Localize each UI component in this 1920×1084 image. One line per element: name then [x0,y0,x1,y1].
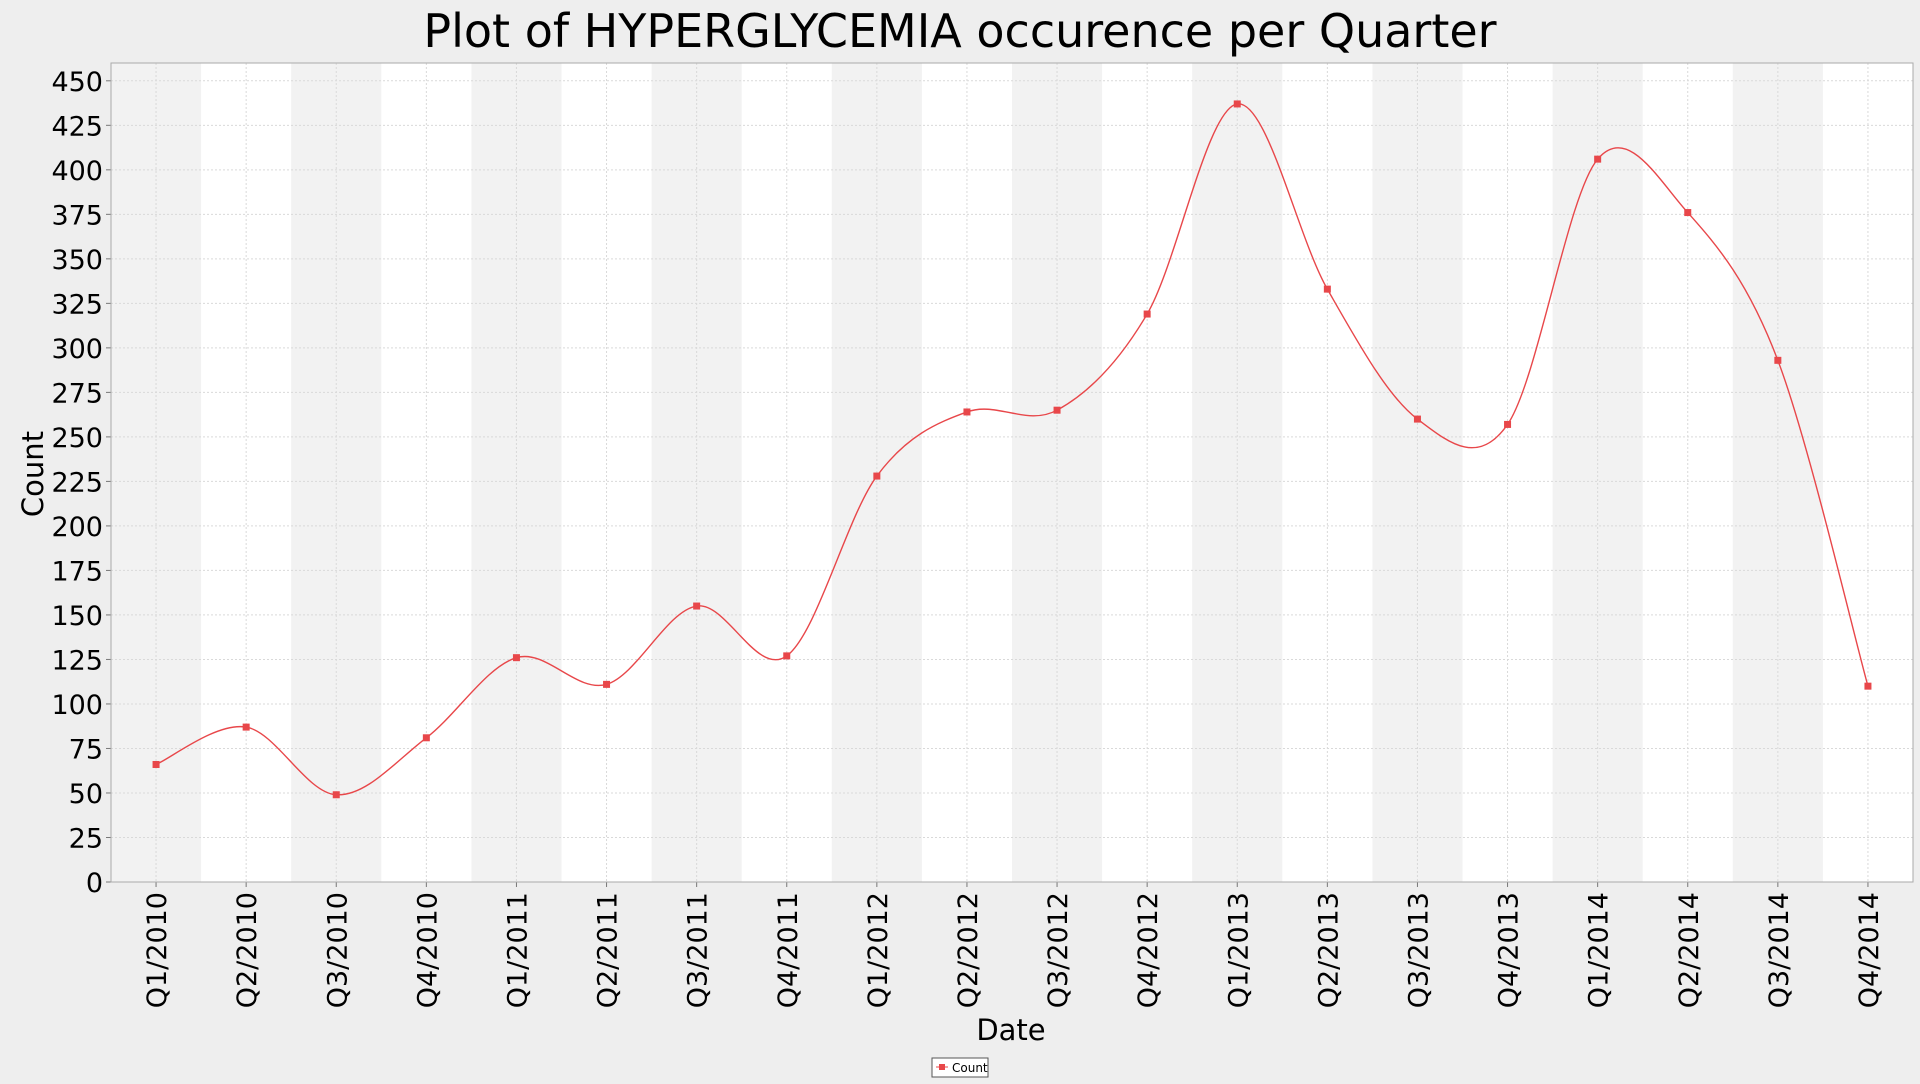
series-line [155,103,1869,796]
x-tick-label: Q3/2012 [1043,892,1074,1008]
y-axis-ticks: 0 25 50 75 100 125 150 175 200 225 250 275 300 325 350… [51,67,111,899]
y-tick-label: 100 [51,690,103,721]
x-tick-label: Q2/2013 [1313,892,1344,1008]
data-point [1323,285,1331,293]
x-tick-label: Q1/2010 [142,892,173,1008]
chart-title: Plot of HYPERGLYCEMIA occurence per Quar… [423,4,1496,58]
data-point [693,602,701,610]
y-tick-label: 25 [69,823,103,854]
legend: Count [931,1057,989,1078]
y-tick-label: 175 [51,556,103,587]
gridlines [111,63,1913,883]
y-tick-label: 0 [86,868,103,899]
y-tick-label: 225 [51,467,103,498]
data-point [1143,310,1151,318]
x-tick-label: Q3/2010 [322,892,353,1008]
y-tick-label: 425 [51,111,103,142]
plot-border [110,62,1914,883]
y-tick-label: 300 [51,334,103,365]
x-tick-label: Q4/2014 [1854,892,1885,1008]
x-tick-label: Q3/2011 [683,892,714,1008]
data-point [152,760,160,768]
y-tick-label: 275 [51,378,103,409]
legend-marker [939,1064,945,1070]
y-tick-label: 375 [51,200,103,231]
x-tick-label: Q2/2011 [593,892,624,1008]
data-point [873,472,881,480]
data-point [1504,420,1512,428]
y-tick-label: 400 [51,156,103,187]
y-axis-label: Count [16,431,50,517]
data-point [1233,100,1241,108]
x-tick-label: Q1/2013 [1223,892,1254,1008]
axes [110,62,1914,883]
x-tick-label: Q2/2014 [1674,892,1705,1008]
x-tick-label: Q1/2014 [1584,892,1615,1008]
data-point [603,680,611,688]
data-point [1413,415,1421,423]
data-point [1594,155,1602,163]
y-tick-label: 50 [69,779,103,810]
legend-label: Count [952,1061,988,1075]
y-tick-label: 350 [51,245,103,276]
y-tick-label: 325 [51,289,103,320]
x-tick-label: Q4/2011 [773,892,804,1008]
data-point [422,734,430,742]
data-point [332,791,340,799]
series-lines [155,103,1869,796]
data-point [242,723,250,731]
x-tick-label: Q4/2012 [1133,892,1164,1008]
data-point [1774,356,1782,364]
x-tick-label: Q3/2014 [1764,892,1795,1008]
x-tick-label: Q4/2010 [412,892,443,1008]
series-points [152,100,1872,799]
y-tick-label: 250 [51,423,103,454]
data-point [1684,209,1692,217]
y-tick-label: 150 [51,601,103,632]
x-tick-label: Q2/2012 [953,892,984,1008]
x-tick-label: Q1/2011 [502,892,533,1008]
data-point [1053,406,1061,414]
y-tick-label: 125 [51,645,103,676]
legend-box [931,1057,989,1078]
y-tick-label: 75 [69,734,103,765]
x-axis-ticks: Q1/2010 Q2/2010 Q3/2010 Q4/2010 Q1/2011 Q2/20… [142,882,1885,1008]
data-point [1864,682,1872,690]
x-tick-label: Q4/2013 [1494,892,1525,1008]
x-axis-label: Date [976,1013,1045,1047]
x-tick-label: Q3/2013 [1403,892,1434,1008]
data-point [783,652,791,660]
data-point [512,654,520,662]
x-tick-label: Q2/2010 [232,892,263,1008]
y-tick-label: 450 [51,67,103,98]
y-tick-label: 200 [51,512,103,543]
x-tick-label: Q1/2012 [863,892,894,1008]
data-point [963,408,971,416]
